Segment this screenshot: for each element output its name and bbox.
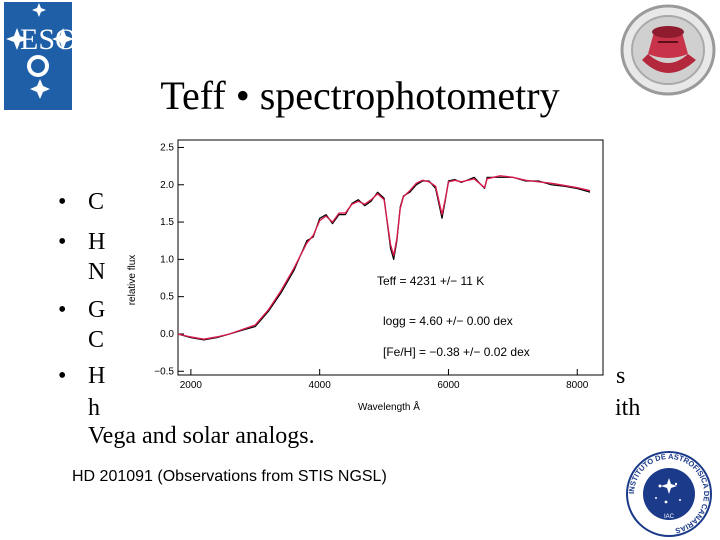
figure-caption: HD 201091 (Observations from STIS NGSL) xyxy=(72,468,387,485)
bullet-4-text: H xyxy=(88,363,106,389)
y-tick-label: 1.5 xyxy=(160,217,174,228)
iac-stars-icon xyxy=(655,478,681,504)
annotation-feh: [Fe/H] = −0.38 +/− 0.02 dex xyxy=(383,345,530,359)
y-tick-label: 0.5 xyxy=(160,292,174,303)
iac-abbreviation: IAC xyxy=(664,514,675,520)
series-line-model xyxy=(177,175,591,340)
y-tick-label: −0.5 xyxy=(154,366,174,377)
plot-frame xyxy=(177,139,604,376)
bullet-marker: • xyxy=(58,363,67,389)
x-axis: 2000 4000 6000 8000 xyxy=(180,369,589,391)
star-icon xyxy=(52,28,72,50)
bullet-3-text-line2: C xyxy=(88,327,105,353)
y-axis: −0.5 0.0 0.5 1.0 1.5 2.0 2.5 xyxy=(154,142,184,377)
spectrum-chart-svg: −0.50.00.51.01.52.02.5 2000 4000 6000 8000 … xyxy=(127,139,604,413)
series-line-observed xyxy=(177,176,591,341)
bullet-1-text: C xyxy=(88,189,105,215)
iac-logo: INSTITUTO DE ASTROFISICA DE CANARIAS IAC xyxy=(626,451,712,537)
star-icon xyxy=(30,79,50,99)
eso-logo-graphic: ESO xyxy=(6,3,72,99)
x-tick-label: 8000 xyxy=(566,380,589,391)
eso-logo: ESO xyxy=(4,2,72,110)
bullet-4-text-line2: h xyxy=(88,395,100,421)
annotation-teff: Teff = 4231 +/− 11 K xyxy=(377,274,484,288)
eso-letters-e-s: ESO xyxy=(20,23,72,56)
bullet-3-text: G xyxy=(88,297,106,323)
slide-title: Teff • spectrophotometry xyxy=(160,73,560,118)
bullet-4-text-line2-tail: ith xyxy=(615,395,641,421)
x-tick-label: 2000 xyxy=(180,380,203,391)
spectrum-chart: −0.5 0.0 0.5 1.0 1.5 2.0 2.5 2000 4000 6000 8000 … xyxy=(123,130,615,416)
y-tick-label: 2.0 xyxy=(160,180,174,191)
x-axis-label: Wavelength Å xyxy=(358,400,420,413)
bullet-marker: • xyxy=(58,297,67,323)
y-tick-label: 1.0 xyxy=(160,254,174,265)
bullet-2-text: H xyxy=(88,229,106,255)
bullet-marker: • xyxy=(58,229,67,255)
x-tick-label: 6000 xyxy=(437,380,460,391)
y-tick-label: 0.0 xyxy=(160,329,174,340)
eso-stars-icon xyxy=(6,3,72,99)
observatory-logo xyxy=(620,4,716,96)
y-axis-label: relative flux xyxy=(127,255,138,306)
y-tick-label: 2.5 xyxy=(160,142,174,153)
telescope-icon xyxy=(642,26,696,73)
star-icon xyxy=(6,28,28,50)
x-tick-label: 4000 xyxy=(309,380,332,391)
bullet-2-text-line2: N xyxy=(88,259,106,285)
bullet-4-text-line3: Vega and solar analogs. xyxy=(88,423,315,449)
bullet-4-text-tail: s xyxy=(616,363,626,389)
eso-letter-o-icon xyxy=(27,55,49,77)
series-group xyxy=(177,175,591,341)
bullet-marker: • xyxy=(58,189,67,215)
star-icon xyxy=(32,3,46,17)
annotation-logg: logg = 4.60 +/− 0.00 dex xyxy=(383,314,513,328)
